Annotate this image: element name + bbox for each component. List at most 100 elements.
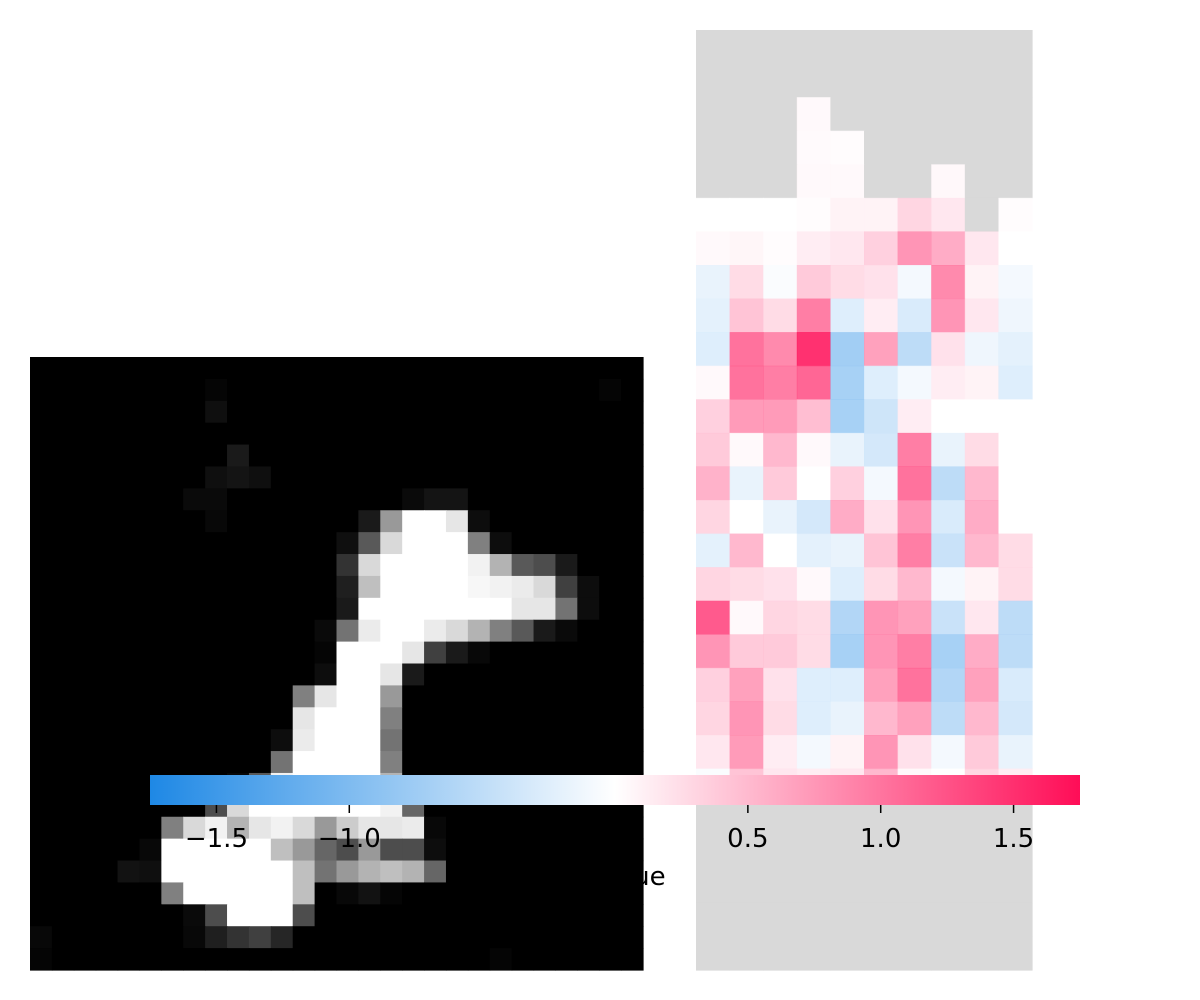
input-pixel [117,685,141,708]
input-pixel [599,357,622,380]
input-pixel [314,488,338,511]
input-pixel [555,838,578,862]
attribution-cell [897,30,932,65]
input-pixel [139,707,162,730]
input-pixel [511,904,535,927]
input-pixel [117,444,141,468]
attribution-cell [998,399,1033,434]
attribution-cell [830,802,865,837]
input-pixel [248,729,272,752]
attribution-cell [796,30,831,65]
input-pixel [621,466,644,489]
input-pixel [511,948,535,971]
input-pixel [577,860,600,884]
input-pixel [183,641,206,665]
input-pixel [424,663,447,686]
attribution-cell [729,97,764,132]
input-pixel [139,597,162,621]
attribution-cell [696,164,731,199]
attribution-cell [931,30,966,65]
input-pixel [599,510,622,533]
input-pixel [336,619,359,643]
attribution-cell [897,63,932,98]
input-pixel [248,707,272,730]
input-pixel [336,532,359,555]
input-pixel [599,707,622,730]
attribution-cell [864,500,899,535]
input-pixel [621,444,644,468]
input-pixel [533,488,557,511]
attribution-cell [763,936,798,971]
input-pixel [51,882,75,905]
input-pixel [380,882,403,905]
input-pixel [402,466,425,489]
input-pixel [117,619,141,643]
input-pixel [511,729,535,752]
input-pixel [139,466,162,489]
input-pixel [30,597,53,621]
input-pixel [205,860,228,884]
attribution-cell [998,701,1033,736]
attribution-cell [729,130,764,165]
input-pixel [489,729,513,752]
input-pixel [621,510,644,533]
input-pixel [467,685,491,708]
input-pixel [270,619,294,643]
input-pixel [30,904,53,927]
input-pixel [292,422,316,446]
input-pixel [555,707,578,730]
input-pixel [599,729,622,752]
input-pixel [621,641,644,665]
input-pixel [227,575,250,599]
input-pixel [270,882,294,905]
input-pixel [358,378,381,402]
input-pixel [183,532,206,555]
input-pixel [511,860,535,884]
input-pixel [270,444,294,468]
input-pixel [205,488,228,511]
attribution-cell [864,600,899,635]
input-pixel [336,575,359,599]
input-pixel [402,904,425,927]
attribution-cell [796,265,831,300]
attribution-cell [796,63,831,98]
input-pixel [621,729,644,752]
attribution-cell [796,701,831,736]
input-pixel [205,400,228,424]
input-pixel [117,575,141,599]
input-pixel [511,466,535,489]
input-pixel [445,948,469,971]
input-pixel [489,707,513,730]
input-pixel [248,532,272,555]
input-pixel [599,378,622,402]
attribution-cell [830,130,865,165]
attribution-cell [998,97,1033,132]
input-pixel [445,357,469,380]
input-pixel [161,729,184,752]
input-pixel [270,554,294,577]
input-pixel [227,378,250,402]
input-pixel [533,685,557,708]
input-pixel [51,444,75,468]
input-pixel [270,357,294,380]
input-pixel [139,510,162,533]
input-pixel [533,532,557,555]
input-pixel [95,904,119,927]
input-pixel [555,926,578,949]
attribution-cell [864,30,899,65]
input-pixel [161,838,184,862]
input-pixel [489,948,513,971]
input-pixel [227,554,250,577]
input-pixel [599,619,622,643]
attribution-cell [964,332,999,367]
input-pixel [183,357,206,380]
attribution-cell [964,634,999,669]
input-pixel [445,685,469,708]
input-pixel [292,641,316,665]
attribution-cell [796,130,831,165]
attribution-cell [964,130,999,165]
input-pixel [51,838,75,862]
input-pixel [292,751,316,774]
input-pixel [161,378,184,402]
input-pixel [30,685,53,708]
